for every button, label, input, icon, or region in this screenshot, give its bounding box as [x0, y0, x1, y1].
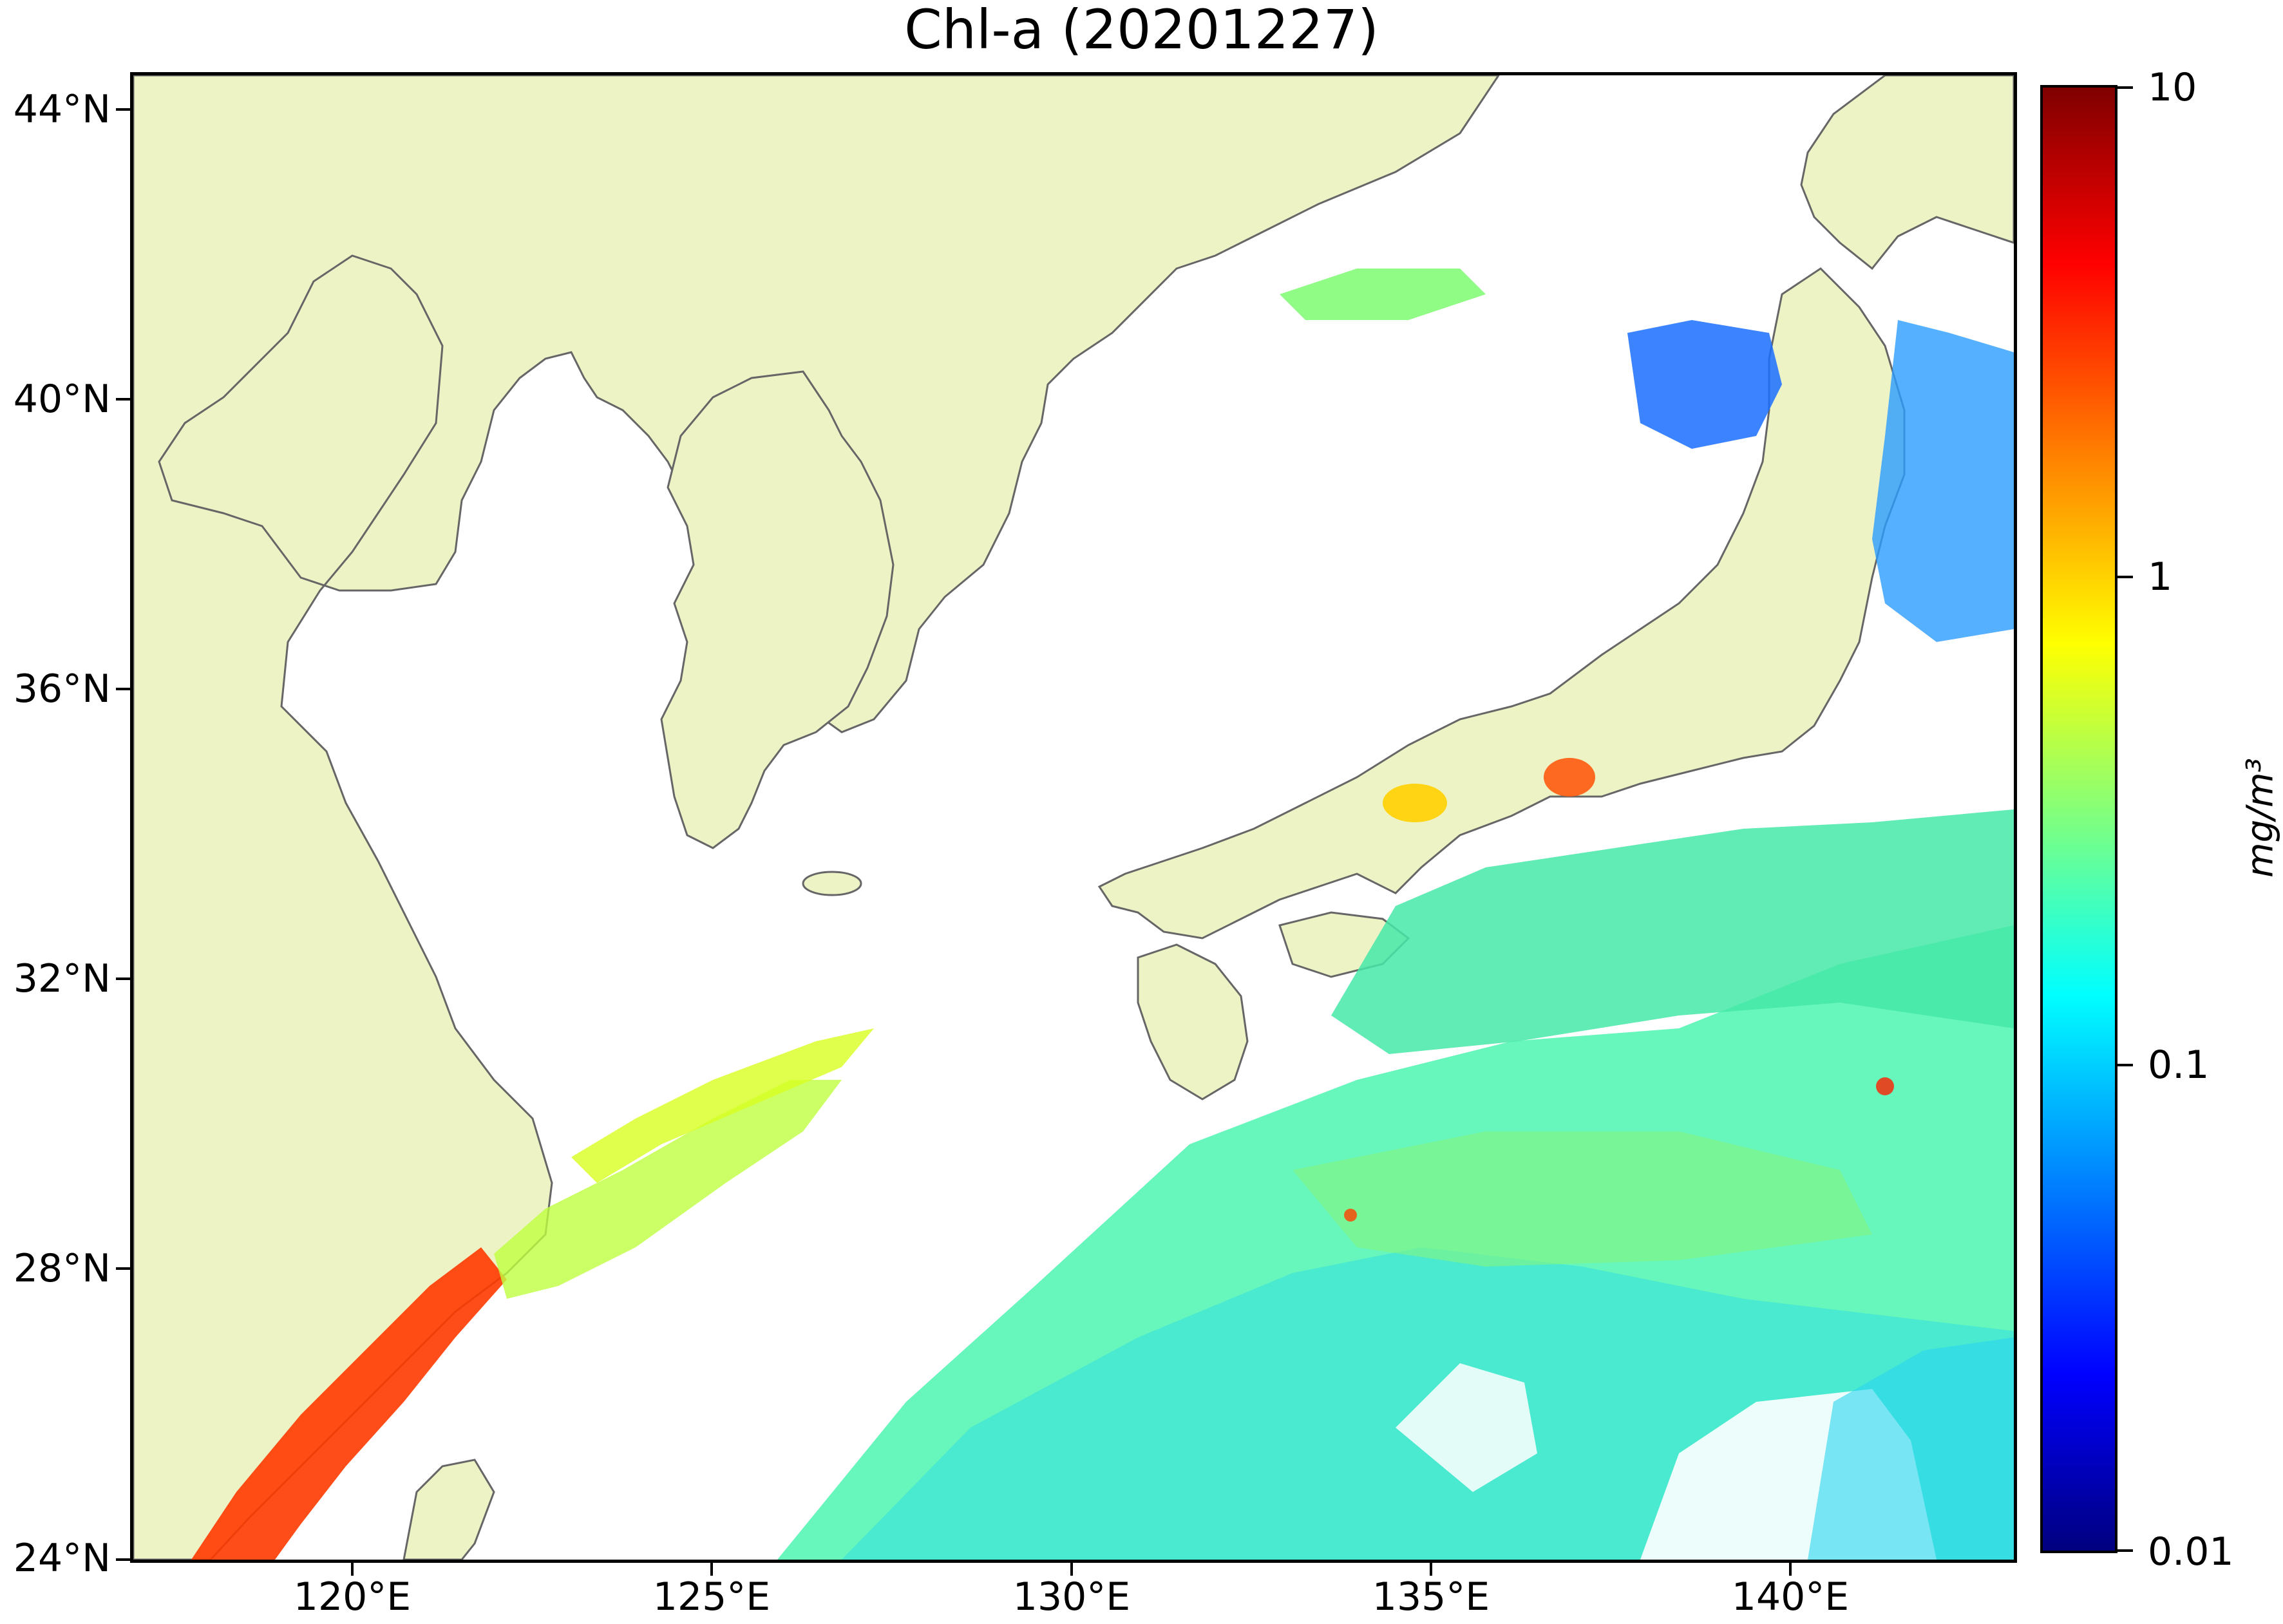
kyushu-land	[1137, 943, 1249, 1100]
colorbar-tick	[2117, 1064, 2133, 1066]
colorbar	[2040, 85, 2117, 1553]
lon-label-135: 135°E	[1372, 1574, 1490, 1619]
lat-label-40: 40°N	[13, 377, 111, 422]
lat-label-28: 28°N	[13, 1246, 111, 1291]
lon-tick	[351, 1563, 354, 1576]
lat-label-24: 24°N	[13, 1536, 111, 1581]
chlorophyll-data	[191, 269, 2014, 1560]
chlorophyll-map[interactable]	[130, 72, 2017, 1563]
lon-label-130: 130°E	[1012, 1574, 1131, 1619]
lat-tick	[116, 977, 130, 980]
hokkaido-land	[1800, 75, 2014, 270]
lat-label-44: 44°N	[13, 87, 111, 132]
lat-tick	[116, 1558, 130, 1561]
taiwan-land	[403, 1459, 495, 1560]
lat-tick	[116, 108, 130, 111]
lat-tick	[116, 398, 130, 401]
jeju-island	[802, 871, 862, 896]
lat-label-36: 36°N	[13, 666, 111, 712]
mainland-land	[133, 75, 1500, 1560]
colorbar-label-10: 10	[2148, 65, 2197, 110]
lon-tick	[1430, 1563, 1432, 1576]
lon-label-120: 120°E	[293, 1574, 412, 1619]
map-canvas	[133, 75, 2014, 1560]
lat-tick	[116, 1267, 130, 1270]
lon-tick	[1789, 1563, 1792, 1576]
korea-land	[660, 370, 895, 849]
colorbar-label-0-1: 0.1	[2148, 1043, 2210, 1088]
lon-tick	[710, 1563, 713, 1576]
lat-tick	[116, 688, 130, 690]
lat-label-32: 32°N	[13, 956, 111, 1001]
honshu-land	[1097, 267, 1906, 939]
colorbar-tick	[2117, 86, 2133, 89]
colorbar-label-0-01: 0.01	[2148, 1529, 2234, 1574]
colorbar-tick	[2117, 1549, 2133, 1552]
map-title: Chl-a (20201227)	[904, 0, 1379, 61]
lon-tick	[1070, 1563, 1073, 1576]
lon-label-140: 140°E	[1731, 1574, 1850, 1619]
lon-label-125: 125°E	[652, 1574, 771, 1619]
colorbar-label-1: 1	[2148, 554, 2173, 600]
colorbar-tick	[2117, 576, 2133, 578]
colorbar-unit: mg/m³	[2239, 758, 2282, 878]
